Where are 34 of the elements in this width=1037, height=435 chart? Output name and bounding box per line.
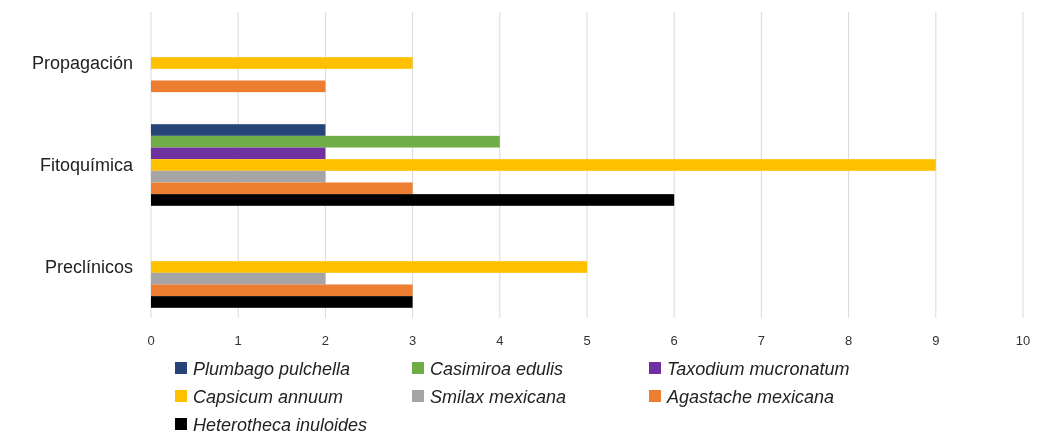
x-tick-label: 9 xyxy=(932,333,940,348)
y-tick-label: Propagación xyxy=(31,53,133,73)
legend-label: Capsicum annuum xyxy=(193,387,344,407)
bar xyxy=(151,135,500,148)
legend-label: Taxodium mucronatum xyxy=(667,359,850,379)
bar xyxy=(151,147,326,160)
bar xyxy=(151,159,936,171)
legend-label: Agastache mexicana xyxy=(666,387,835,407)
bar xyxy=(151,194,675,206)
y-tick-label: Preclínicos xyxy=(44,257,133,277)
x-tick-label: 10 xyxy=(1015,333,1031,348)
legend-label: Casimiroa edulis xyxy=(430,359,564,379)
x-tick-label: 5 xyxy=(583,333,591,348)
x-tick-label: 1 xyxy=(234,333,242,348)
legend-label: Smilax mexicana xyxy=(430,387,567,407)
bar xyxy=(151,170,326,183)
bar xyxy=(151,272,326,285)
bar xyxy=(151,57,413,69)
x-tick-label: 8 xyxy=(844,333,853,348)
bar xyxy=(151,284,413,297)
legend-label: Heterotheca inuloides xyxy=(193,415,368,435)
bar xyxy=(151,182,413,195)
x-tick-label: 7 xyxy=(757,333,766,348)
x-tick-label: 2 xyxy=(321,333,330,348)
bar xyxy=(151,296,413,308)
bar xyxy=(151,124,326,136)
x-tick-label: 4 xyxy=(496,333,504,348)
x-tick-label: 3 xyxy=(408,333,417,348)
x-tick-label: 0 xyxy=(147,333,155,348)
bar xyxy=(151,80,326,93)
x-tick-label: 6 xyxy=(670,333,678,348)
y-tick-label: Fitoquímica xyxy=(39,155,134,175)
legend-label: Plumbago pulchella xyxy=(193,359,351,379)
bar xyxy=(151,261,587,273)
